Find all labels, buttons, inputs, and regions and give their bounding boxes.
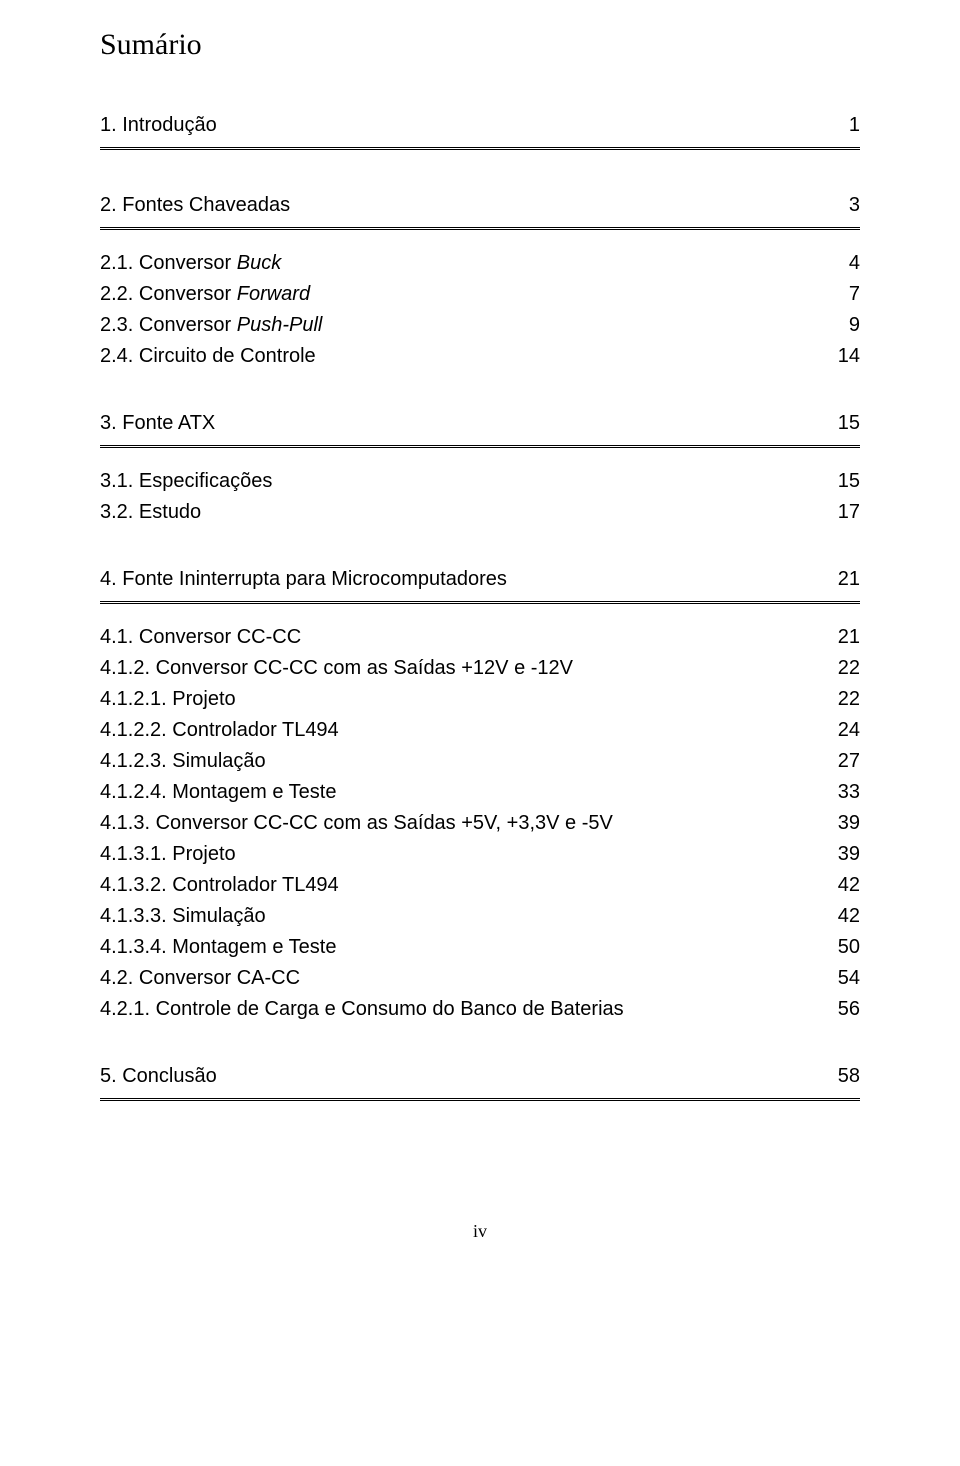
- toc-row: 4.1.3.4. Montagem e Teste 50: [100, 936, 860, 959]
- section-heading-label: 1. Introdução: [100, 114, 820, 137]
- section-heading: 3. Fonte ATX15: [100, 412, 860, 448]
- section-heading-label: 2. Fontes Chaveadas: [100, 194, 820, 217]
- toc-row-label-prefix: 4.1.2.3. Simulação: [100, 750, 266, 772]
- toc-row: 4.2.1. Controle de Carga e Consumo do Ba…: [100, 998, 860, 1021]
- toc-row: 3.2. Estudo 17: [100, 501, 860, 524]
- toc-row-label-prefix: 3.1. Especificações: [100, 470, 272, 492]
- toc-row-label-prefix: 4.1.3.2. Controlador TL494: [100, 874, 339, 896]
- toc-row: 2.3. Conversor Push-Pull9: [100, 314, 860, 337]
- toc-row-label-prefix: 2.2. Conversor: [100, 283, 237, 305]
- toc-row-page: 24: [820, 719, 860, 742]
- toc-row: 4.1. Conversor CC-CC 21: [100, 626, 860, 649]
- toc-row-label: 4.1.2.2. Controlador TL494: [100, 719, 820, 742]
- toc-row: 2.2. Conversor Forward7: [100, 283, 860, 306]
- section-heading-label: 5. Conclusão: [100, 1065, 820, 1088]
- toc-row: 4.1.2.3. Simulação 27: [100, 750, 860, 773]
- toc-row-page: 21: [820, 626, 860, 649]
- toc-row-page: 9: [820, 314, 860, 337]
- toc-row-page: 22: [820, 657, 860, 680]
- toc-row-label-prefix: 4.2.1. Controle de Carga e Consumo do Ba…: [100, 998, 624, 1020]
- toc-row-label-prefix: 2.4. Circuito de Controle: [100, 345, 316, 367]
- toc-row-label-prefix: 2.1. Conversor: [100, 252, 237, 274]
- toc-row-label-prefix: 4.1.2.1. Projeto: [100, 688, 236, 710]
- toc-row-label-prefix: 4.1.3.1. Projeto: [100, 843, 236, 865]
- toc-row-label: 4.1.2.4. Montagem e Teste: [100, 781, 820, 804]
- toc-row: 4.1.2.4. Montagem e Teste 33: [100, 781, 860, 804]
- toc-row-label: 4.2. Conversor CA-CC: [100, 967, 820, 990]
- section-heading-label: 4. Fonte Ininterrupta para Microcomputad…: [100, 568, 820, 591]
- toc-row-label-italic: Buck: [237, 252, 281, 274]
- toc-row: 4.1.2.2. Controlador TL494 24: [100, 719, 860, 742]
- toc-row-page: 42: [820, 905, 860, 928]
- toc-row-page: 27: [820, 750, 860, 773]
- toc-row-label-prefix: 3.2. Estudo: [100, 501, 201, 523]
- toc-row-label: 4.1.3.1. Projeto: [100, 843, 820, 866]
- toc-row-label-italic: Forward: [237, 283, 310, 305]
- toc-row: 2.4. Circuito de Controle 14: [100, 345, 860, 368]
- toc-row-page: 54: [820, 967, 860, 990]
- toc-row-label-prefix: 4.1.2.4. Montagem e Teste: [100, 781, 336, 803]
- toc-row: 4.1.3. Conversor CC-CC com as Saídas +5V…: [100, 812, 860, 835]
- section-heading-page: 1: [820, 114, 860, 137]
- toc-row-label-prefix: 4.1.2.2. Controlador TL494: [100, 719, 339, 741]
- toc-row-label: 2.4. Circuito de Controle: [100, 345, 820, 368]
- toc-container: 1. Introdução1 2. Fontes Chaveadas3 2.1. C…: [100, 114, 860, 1101]
- toc-row: 4.1.3.2. Controlador TL494 42: [100, 874, 860, 897]
- toc-row-page: 33: [820, 781, 860, 804]
- toc-row-page: 15: [820, 470, 860, 493]
- section-heading-page: 58: [820, 1065, 860, 1088]
- document-title: Sumário: [100, 28, 860, 62]
- toc-row-label: 3.1. Especificações: [100, 470, 820, 493]
- toc-row-page: 4: [820, 252, 860, 275]
- toc-row-label: 4.1.3.4. Montagem e Teste: [100, 936, 820, 959]
- section-heading-page: 21: [820, 568, 860, 591]
- toc-row-label-prefix: 4.1. Conversor CC-CC: [100, 626, 301, 648]
- toc-row-page: 42: [820, 874, 860, 897]
- toc-row-page: 22: [820, 688, 860, 711]
- toc-row: 4.1.3.1. Projeto 39: [100, 843, 860, 866]
- toc-row-label: 4.1.3.2. Controlador TL494: [100, 874, 820, 897]
- toc-row-label: 4.1.3.3. Simulação: [100, 905, 820, 928]
- section-heading-page: 3: [820, 194, 860, 217]
- toc-row: 3.1. Especificações 15: [100, 470, 860, 493]
- toc-row-label: 4.1. Conversor CC-CC: [100, 626, 820, 649]
- toc-row-label: 3.2. Estudo: [100, 501, 820, 524]
- toc-row-label: 4.2.1. Controle de Carga e Consumo do Ba…: [100, 998, 820, 1021]
- toc-row-page: 39: [820, 843, 860, 866]
- toc-row-page: 39: [820, 812, 860, 835]
- toc-row-page: 7: [820, 283, 860, 306]
- toc-row-page: 17: [820, 501, 860, 524]
- section-heading: 5. Conclusão58: [100, 1065, 860, 1101]
- toc-row-label-prefix: 4.1.3.3. Simulação: [100, 905, 266, 927]
- toc-row-label-prefix: 2.3. Conversor: [100, 314, 237, 336]
- section-heading-label: 3. Fonte ATX: [100, 412, 820, 435]
- section-heading: 1. Introdução1: [100, 114, 860, 150]
- toc-row-label: 4.1.2. Conversor CC-CC com as Saídas +12…: [100, 657, 820, 680]
- toc-row-page: 14: [820, 345, 860, 368]
- toc-row-label: 4.1.2.1. Projeto: [100, 688, 820, 711]
- toc-row-page: 56: [820, 998, 860, 1021]
- section-heading-page: 15: [820, 412, 860, 435]
- toc-row: 2.1. Conversor Buck4: [100, 252, 860, 275]
- section-heading: 2. Fontes Chaveadas3: [100, 194, 860, 230]
- toc-row-label-prefix: 4.1.3. Conversor CC-CC com as Saídas +5V…: [100, 812, 613, 834]
- toc-row-label: 4.1.3. Conversor CC-CC com as Saídas +5V…: [100, 812, 820, 835]
- toc-row: 4.1.2. Conversor CC-CC com as Saídas +12…: [100, 657, 860, 680]
- toc-row-label-prefix: 4.2. Conversor CA-CC: [100, 967, 300, 989]
- page-number-footer: iv: [100, 1221, 860, 1242]
- toc-row-label-prefix: 4.1.2. Conversor CC-CC com as Saídas +12…: [100, 657, 573, 679]
- toc-row: 4.1.3.3. Simulação 42: [100, 905, 860, 928]
- toc-row: 4.2. Conversor CA-CC 54: [100, 967, 860, 990]
- toc-row-label: 2.1. Conversor Buck: [100, 252, 820, 275]
- toc-row-label-italic: Push-Pull: [237, 314, 323, 336]
- toc-row: 4.1.2.1. Projeto 22: [100, 688, 860, 711]
- toc-row-label-prefix: 4.1.3.4. Montagem e Teste: [100, 936, 336, 958]
- section-heading: 4. Fonte Ininterrupta para Microcomputad…: [100, 568, 860, 604]
- toc-row-page: 50: [820, 936, 860, 959]
- toc-row-label: 4.1.2.3. Simulação: [100, 750, 820, 773]
- toc-row-label: 2.3. Conversor Push-Pull: [100, 314, 820, 337]
- toc-row-label: 2.2. Conversor Forward: [100, 283, 820, 306]
